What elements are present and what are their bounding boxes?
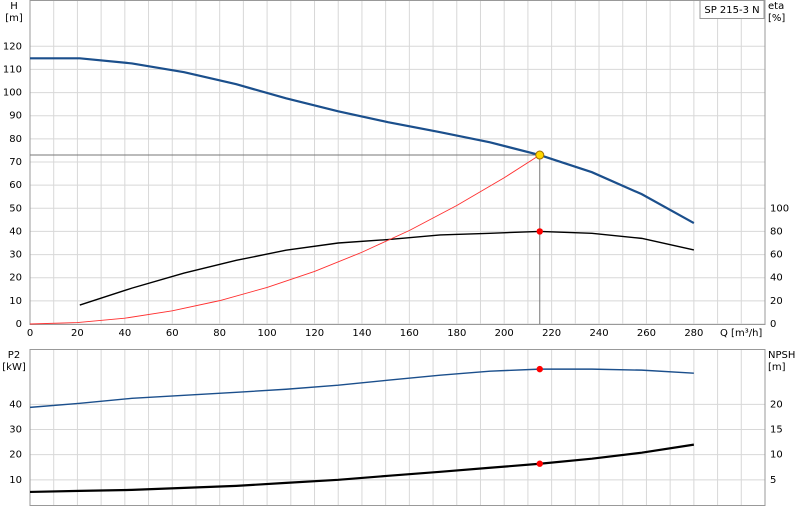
y2-tick-label: 80: [770, 226, 783, 237]
y-tick-label: 10: [9, 475, 22, 486]
y2-tick-label: 60: [770, 250, 783, 261]
curve: [29, 154, 540, 325]
y2-axis-label: eta: [768, 1, 784, 12]
curve: [79, 230, 695, 306]
y-tick-label: 20: [9, 273, 22, 284]
y-tick-label: 70: [9, 157, 22, 168]
y2-axis-unit: [m]: [768, 362, 786, 373]
y2-tick-label: 40: [770, 273, 783, 284]
y2-tick-label: 5: [770, 475, 776, 486]
curve: [29, 368, 694, 409]
y2-tick-label: 0: [770, 319, 776, 330]
x-tick-label: 200: [495, 328, 514, 339]
y-axis-label: H: [10, 1, 18, 12]
x-tick-label: 140: [352, 328, 371, 339]
y-tick-label: 40: [9, 226, 22, 237]
x-tick-label: 20: [71, 328, 84, 339]
x-tick-label: 40: [118, 328, 131, 339]
y-tick-label: 30: [9, 250, 22, 261]
plot-frame: [29, 0, 766, 325]
y2-axis-label: NPSH: [768, 350, 795, 361]
duty-point: [536, 365, 543, 373]
y2-tick-label: 15: [770, 425, 783, 436]
y2-axis-unit: [%]: [768, 13, 785, 24]
y2-tick-label: 100: [770, 203, 789, 214]
y2-tick-label: 10: [770, 450, 783, 461]
y-tick-label: 10: [9, 296, 22, 307]
x-tick-label: 180: [447, 328, 466, 339]
x-tick-label: 240: [589, 328, 608, 339]
y-tick-label: 50: [9, 203, 22, 214]
y-tick-label: 110: [3, 64, 22, 75]
y-axis-unit: [m]: [5, 13, 23, 24]
y-tick-label: 20: [9, 450, 22, 461]
curve: [30, 57, 695, 225]
x-axis-label: Q [m³/h]: [720, 328, 762, 339]
y-tick-label: 80: [9, 134, 22, 145]
x-tick-label: 60: [166, 328, 179, 339]
y-tick-label: 0: [16, 319, 22, 330]
curve: [29, 443, 695, 494]
duty-point: [536, 460, 543, 467]
x-tick-label: 80: [213, 328, 226, 339]
y-axis-label: P2: [8, 350, 20, 361]
y-tick-label: 60: [9, 180, 22, 191]
y-tick-label: 30: [9, 425, 22, 436]
y-tick-label: 100: [3, 88, 22, 99]
y-tick-label: 120: [3, 41, 22, 52]
x-tick-label: 220: [542, 328, 561, 339]
x-tick-label: 280: [684, 328, 703, 339]
x-tick-label: 120: [305, 328, 324, 339]
chart-title: SP 215-3 N: [704, 5, 759, 16]
plot-area: [30, 349, 765, 505]
y-axis-unit: [kW]: [2, 362, 26, 373]
x-tick-label: 160: [400, 328, 419, 339]
plot-frame: [29, 349, 766, 506]
x-tick-label: 100: [258, 328, 277, 339]
y-tick-label: 90: [9, 111, 22, 122]
duty-point: [536, 228, 543, 235]
x-tick-label: 260: [637, 328, 656, 339]
y-tick-label: 40: [9, 399, 22, 410]
duty-point: [535, 150, 545, 160]
title-box: [699, 0, 765, 19]
x-tick-label: 0: [27, 328, 33, 339]
y2-tick-label: 20: [770, 399, 783, 410]
y2-tick-label: 20: [770, 296, 783, 307]
